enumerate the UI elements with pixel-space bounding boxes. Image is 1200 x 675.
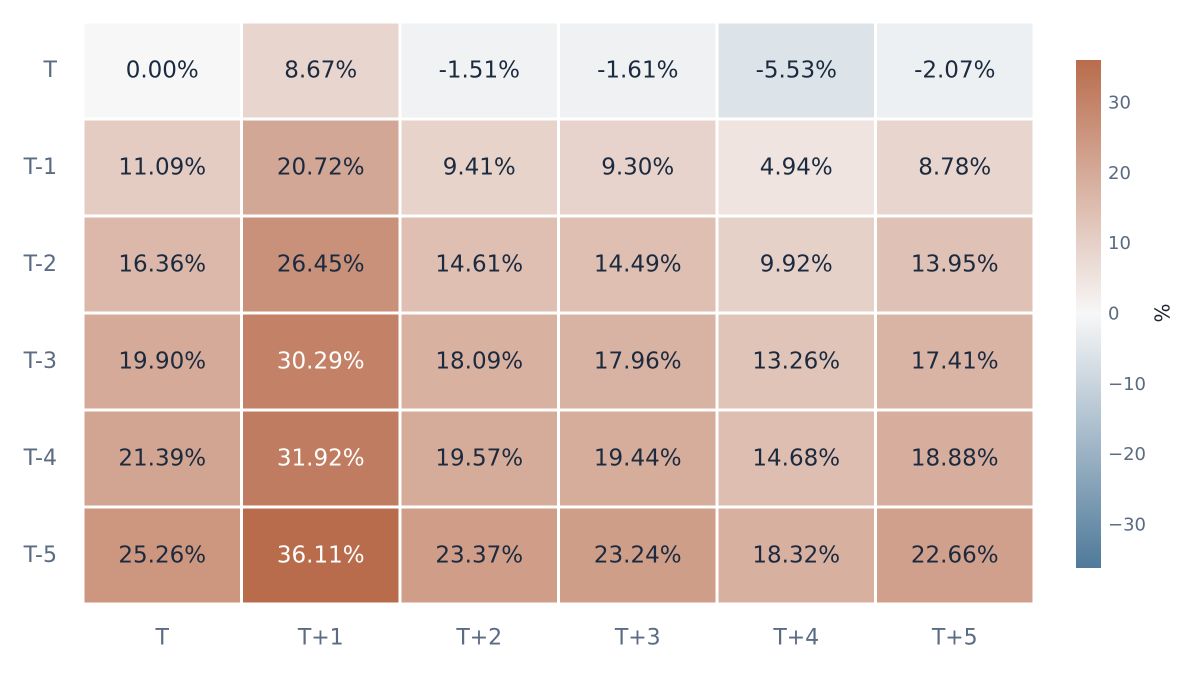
heatmap-cell — [718, 508, 874, 603]
colorbar-gradient — [1076, 60, 1101, 568]
heatmap-cell — [560, 120, 716, 215]
cell-value-label: 14.61% — [435, 252, 523, 278]
colorbar-tick-label: 20 — [1108, 163, 1131, 184]
heatmap-cell — [84, 411, 240, 506]
x-tick-label: T — [155, 626, 170, 651]
heatmap-cell — [401, 23, 557, 118]
heatmap-cell — [401, 314, 557, 409]
cell-value-label: -1.51% — [439, 58, 520, 84]
y-tick-label: T — [43, 58, 58, 83]
heatmap-cell — [560, 23, 716, 118]
heatmap-cell — [560, 508, 716, 603]
heatmap-cell — [84, 23, 240, 118]
cell-value-label: 9.30% — [601, 155, 674, 181]
cell-value-label: 14.68% — [752, 446, 840, 472]
heatmap-cell — [243, 217, 399, 312]
cell-value-label: 30.29% — [277, 349, 365, 375]
cell-value-label: 18.09% — [435, 349, 523, 375]
heatmap-cell — [877, 217, 1033, 312]
heatmap-cell — [718, 411, 874, 506]
heatmap-cell — [243, 508, 399, 603]
y-tick-label: T-2 — [23, 252, 57, 277]
heatmap-cell — [243, 411, 399, 506]
heatmap-cell — [243, 314, 399, 409]
heatmap-cell — [401, 411, 557, 506]
x-tick-label: T+4 — [772, 626, 819, 651]
heatmap-cell — [401, 217, 557, 312]
y-tick-label: T-4 — [23, 446, 57, 471]
heatmap-cell — [560, 217, 716, 312]
heatmap-cell — [718, 217, 874, 312]
cell-value-label: 26.45% — [277, 252, 365, 278]
cell-value-label: 9.41% — [443, 155, 516, 181]
heatmap-cell — [401, 508, 557, 603]
heatmap-cell — [877, 23, 1033, 118]
cell-value-label: 23.37% — [435, 543, 523, 569]
y-tick-label: T-5 — [23, 543, 57, 568]
heatmap-cell — [84, 120, 240, 215]
colorbar: 30 20 10 0 −10 −20 −30 % — [1076, 60, 1174, 568]
y-tick-label: T-3 — [23, 349, 57, 374]
cell-value-label: 8.78% — [918, 155, 991, 181]
cell-value-label: 13.95% — [911, 252, 999, 278]
cell-value-label: 18.88% — [911, 446, 999, 472]
cell-value-label: 23.24% — [594, 543, 682, 569]
cell-value-label: 8.67% — [284, 58, 357, 84]
colorbar-tick-label: 30 — [1108, 92, 1131, 113]
colorbar-tick-label: 10 — [1108, 233, 1131, 254]
cell-value-label: 19.57% — [435, 446, 523, 472]
heatmap-cell — [877, 120, 1033, 215]
cell-value-label: 19.90% — [118, 349, 206, 375]
heatmap-cell — [84, 508, 240, 603]
colorbar-tick-label: 0 — [1108, 304, 1119, 325]
colorbar-title: % — [1150, 303, 1174, 322]
heatmap-cell — [877, 508, 1033, 603]
heatmap-cell — [877, 314, 1033, 409]
y-tick-label: T-1 — [23, 155, 57, 180]
cell-value-label: 25.26% — [118, 543, 206, 569]
colorbar-tick-label: −10 — [1108, 374, 1146, 395]
colorbar-tick-labels: 30 20 10 0 −10 −20 −30 — [1108, 92, 1146, 535]
heatmap-cell — [718, 314, 874, 409]
x-tick-label: T+1 — [297, 626, 344, 651]
heatmap-cell — [84, 314, 240, 409]
heatmap-cell — [243, 120, 399, 215]
cell-value-label: 9.92% — [760, 252, 833, 278]
cell-value-label: 20.72% — [277, 155, 365, 181]
cell-value-label: -5.53% — [756, 58, 837, 84]
cell-value-label: -2.07% — [914, 58, 995, 84]
colorbar-tick-label: −20 — [1108, 444, 1146, 465]
colorbar-tick-label: −30 — [1108, 515, 1146, 536]
y-axis-tick-labels: T T-1 T-2 T-3 T-4 T-5 — [23, 58, 58, 568]
heatmap-cell — [718, 120, 874, 215]
heatmap-cell — [560, 411, 716, 506]
heatmap-cell — [401, 120, 557, 215]
cell-value-label: 22.66% — [911, 543, 999, 569]
cell-value-label: 17.96% — [594, 349, 682, 375]
heatmap-cell — [718, 23, 874, 118]
heatmap-cell — [560, 314, 716, 409]
cell-value-label: -1.61% — [597, 58, 678, 84]
cell-value-label: 31.92% — [277, 446, 365, 472]
x-axis-tick-labels: T T+1 T+2 T+3 T+4 T+5 — [155, 626, 978, 651]
cell-value-label: 36.11% — [277, 543, 365, 569]
cell-value-label: 11.09% — [118, 155, 206, 181]
heatmap-cell — [243, 23, 399, 118]
heatmap-cells: 0.00% 8.67% -1.51% -1.61% -5.53% -2.07% 11.09%… — [84, 23, 1033, 603]
x-tick-label: T+2 — [455, 626, 502, 651]
cell-value-label: 19.44% — [594, 446, 682, 472]
cell-value-label: 17.41% — [911, 349, 999, 375]
heatmap-cell — [877, 411, 1033, 506]
cell-value-label: 13.26% — [752, 349, 840, 375]
cell-value-label: 21.39% — [118, 446, 206, 472]
cell-value-label: 16.36% — [118, 252, 206, 278]
cell-value-label: 4.94% — [760, 155, 833, 181]
x-tick-label: T+3 — [614, 626, 661, 651]
heatmap-cell — [84, 217, 240, 312]
cell-value-label: 14.49% — [594, 252, 682, 278]
cell-value-label: 0.00% — [126, 58, 199, 84]
cell-value-label: 18.32% — [752, 543, 840, 569]
x-tick-label: T+5 — [931, 626, 978, 651]
